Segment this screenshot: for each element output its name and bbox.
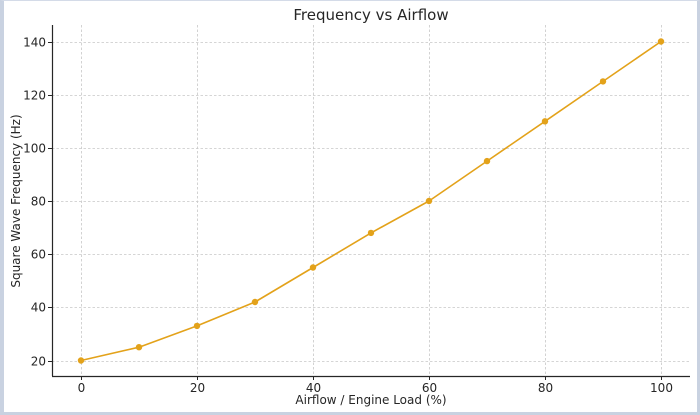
- data-point-marker: [251, 298, 259, 306]
- data-point-marker: [135, 344, 143, 351]
- chart-title: Frequency vs Airflow: [293, 6, 448, 24]
- data-series: [77, 38, 665, 364]
- data-point-marker: [193, 322, 201, 330]
- data-point-marker: [367, 229, 375, 237]
- x-tick-label: 20: [190, 381, 205, 395]
- y-tick-label: 40: [31, 301, 46, 315]
- series-line: [80, 40, 662, 362]
- y-tick-label: 60: [31, 248, 46, 262]
- y-tick-label: 80: [31, 195, 46, 209]
- data-point-marker: [599, 78, 607, 85]
- grid-lines: [52, 25, 690, 376]
- y-axis-label: Square Wave Frequency (Hz): [9, 114, 23, 287]
- x-tick-label: 40: [306, 381, 321, 395]
- x-tick-label: 100: [650, 381, 673, 395]
- x-tick-label: 80: [538, 381, 553, 395]
- y-axis-ticks: 20 40 60 80 100 120 140: [23, 36, 52, 369]
- x-axis-label: Airflow / Engine Load (%): [295, 393, 446, 407]
- axes: [51, 25, 690, 378]
- x-tick-label: 60: [422, 381, 437, 395]
- y-tick-label: 120: [23, 89, 46, 103]
- y-tick-label: 100: [23, 142, 46, 156]
- x-tick-label: 0: [78, 381, 86, 395]
- data-point-marker: [541, 118, 549, 125]
- data-point-marker: [483, 157, 491, 165]
- data-point-marker: [77, 357, 85, 364]
- y-tick-label: 140: [23, 36, 46, 50]
- data-point-marker: [657, 38, 665, 45]
- y-tick-label: 20: [31, 355, 46, 369]
- x-axis-ticks: 0 20 40 60 80 100: [78, 376, 673, 395]
- data-point-marker: [425, 197, 433, 205]
- data-point-marker: [309, 264, 317, 271]
